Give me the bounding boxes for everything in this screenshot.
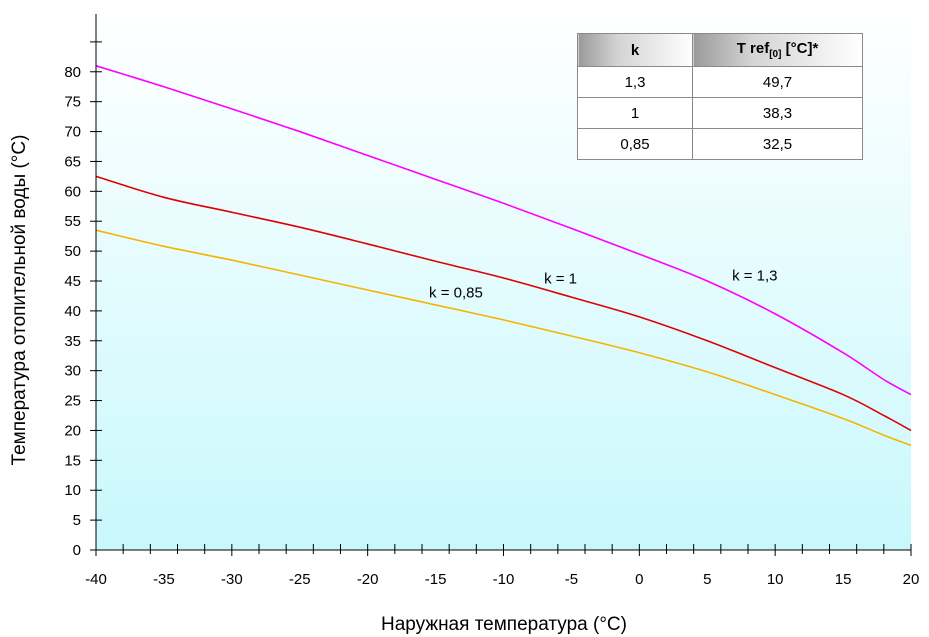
x-tick-label: -10 [493,571,515,588]
x-tick-label: 20 [903,571,920,588]
header-tref-unit: [°C]* [781,40,819,57]
curve-label: k = 1,3 [732,268,777,285]
label-layer: k = 1,3 k = 1 k = 0,85 [429,268,777,302]
y-tick-label: 35 [64,333,81,350]
x-tick-label: -40 [85,571,107,588]
series-line-2 [95,229,912,447]
x-tick-label: 0 [635,571,643,588]
x-tick-label: -20 [357,571,379,588]
x-tick-label: -5 [565,571,578,588]
y-tick-label: 65 [64,153,81,170]
table-cell-tref: 32,5 [692,128,863,160]
header-tref-main: T ref [736,40,770,57]
reference-temperature-table: k T ref[0] [°C]* 1,3 49,7 1 38,3 0,85 32… [577,33,863,160]
y-tick-label: 70 [64,124,81,141]
table-cell-k: 1 [577,97,693,129]
header-tref: T ref[0] [°C]* [692,33,863,67]
y-tick-label: 10 [64,482,81,499]
curve-label: k = 1 [544,271,577,288]
y-tick-label: 40 [64,303,81,320]
series-line-0 [95,65,912,396]
table-cell-k: 1,3 [577,66,693,98]
table-header-row: k T ref[0] [°C]* [577,33,863,67]
y-tick-label: 30 [64,363,81,380]
y-tick-label: 5 [73,512,81,529]
y-tick-label: 0 [73,542,81,559]
table-row: 1 38,3 [577,97,863,129]
x-tick-label: 15 [835,571,852,588]
series-layer [95,65,912,447]
table-cell-tref: 38,3 [692,97,863,129]
x-tick-label: -15 [425,571,447,588]
x-axis-title: Наружная температура (°C) [381,614,627,635]
table-row: 1,3 49,7 [577,66,863,98]
y-tick-label: 80 [64,64,81,81]
table-row: 0,85 32,5 [577,128,863,160]
y-tick-label: 45 [64,273,81,290]
y-tick-label: 25 [64,393,81,410]
table-cell-tref: 49,7 [692,66,863,98]
y-tick-label: 55 [64,213,81,230]
curve-label: k = 0,85 [429,284,483,301]
x-tick-label: 5 [703,571,711,588]
y-tick-label: 75 [64,94,81,111]
header-k: k [577,33,693,67]
x-tick-label: 10 [767,571,784,588]
header-tref-sub: [0] [769,49,782,60]
y-tick-label: 60 [64,183,81,200]
x-tick-label: -35 [153,571,175,588]
x-tick-label: -30 [221,571,243,588]
y-tick-label: 20 [64,422,81,439]
y-tick-label: 15 [64,452,81,469]
series-line-1 [95,175,912,432]
y-tick-label: 50 [64,243,81,260]
y-axis-title: Температура отопительной воды (°C) [9,135,30,466]
x-tick-label: -25 [289,571,311,588]
table-cell-k: 0,85 [577,128,693,160]
